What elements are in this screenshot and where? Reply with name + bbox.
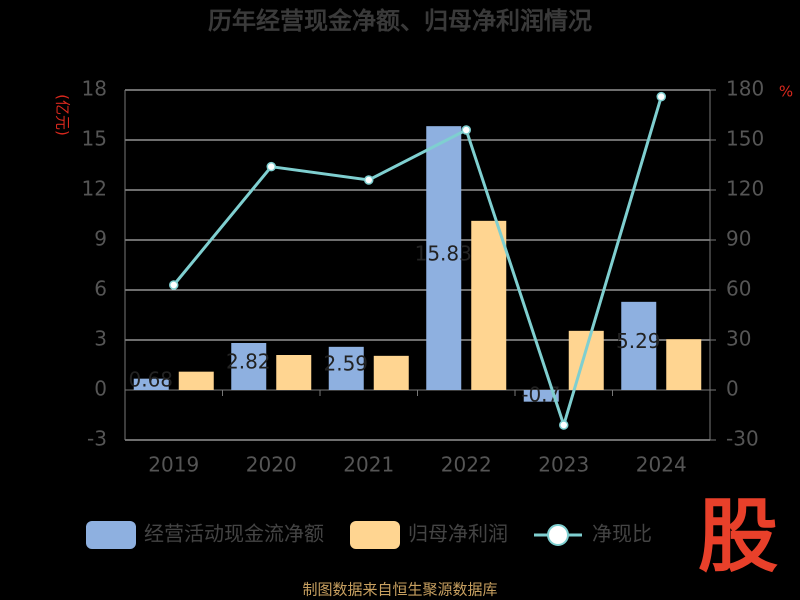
legend-swatch bbox=[350, 521, 400, 549]
data-label: 15.83 bbox=[415, 241, 472, 265]
y-tick-label: 6 bbox=[94, 277, 107, 301]
y2-tick-label: -30 bbox=[726, 427, 759, 451]
y2-tick-label: 60 bbox=[726, 277, 751, 301]
bar bbox=[523, 390, 559, 402]
chart-title: 历年经营现金净额、归母净利润情况 bbox=[208, 7, 592, 35]
y-tick-label: -3 bbox=[87, 427, 107, 451]
x-tick-label: 2022 bbox=[441, 453, 492, 477]
y2-tick-label: 120 bbox=[726, 177, 764, 201]
y2-tick-label: 150 bbox=[726, 127, 764, 151]
data-label: 5.29 bbox=[616, 329, 661, 353]
y-tick-label: 12 bbox=[82, 177, 107, 201]
line-point bbox=[364, 175, 374, 185]
bar bbox=[328, 346, 364, 390]
line-point bbox=[559, 420, 569, 430]
line-point bbox=[266, 161, 276, 172]
y-tick-label: 15 bbox=[82, 127, 107, 151]
y2-tick-label: 180 bbox=[726, 77, 764, 101]
line-point bbox=[461, 125, 471, 135]
legend-label: 归母净利润 bbox=[408, 522, 508, 546]
x-tick-label: 2020 bbox=[246, 453, 297, 477]
x-tick-label: 2024 bbox=[636, 453, 687, 477]
bar bbox=[426, 126, 462, 391]
y-tick-label: 18 bbox=[82, 77, 107, 101]
y-tick-label: 9 bbox=[94, 227, 107, 251]
y2-tick-label: 0 bbox=[726, 377, 739, 401]
bar bbox=[666, 339, 702, 390]
line bbox=[172, 96, 663, 431]
logo: 股 bbox=[698, 490, 778, 583]
data-label: 2.82 bbox=[226, 350, 271, 374]
bar bbox=[276, 355, 312, 390]
x-tick-label: 2021 bbox=[343, 453, 394, 477]
legend-label: 净现比 bbox=[592, 522, 652, 546]
bar bbox=[568, 330, 604, 390]
legend-swatch bbox=[86, 521, 136, 549]
line-point bbox=[656, 91, 666, 102]
bar bbox=[231, 343, 267, 390]
x-tick-label: 2019 bbox=[148, 453, 199, 477]
legend-label: 经营活动现金流净额 bbox=[144, 522, 324, 546]
y2-tick-label: 90 bbox=[726, 227, 751, 251]
y2-tick-label: 30 bbox=[726, 327, 751, 351]
source-note: 制图数据来自恒生聚源数据库 bbox=[302, 581, 497, 599]
y-tick-label: 3 bbox=[94, 327, 107, 351]
y2-axis-label: % bbox=[779, 83, 793, 101]
y-tick-label: 0 bbox=[94, 377, 107, 401]
bar bbox=[133, 378, 169, 390]
data-label: 0.68 bbox=[128, 368, 173, 392]
bar bbox=[373, 355, 409, 390]
data-label: 2.59 bbox=[323, 352, 368, 376]
legend-marker bbox=[547, 524, 569, 546]
bar bbox=[471, 220, 507, 390]
x-tick-label: 2023 bbox=[538, 453, 589, 477]
bar bbox=[621, 301, 657, 390]
line-point bbox=[169, 280, 179, 290]
bar bbox=[178, 371, 214, 390]
y-axis-label: (亿元) bbox=[54, 94, 72, 136]
